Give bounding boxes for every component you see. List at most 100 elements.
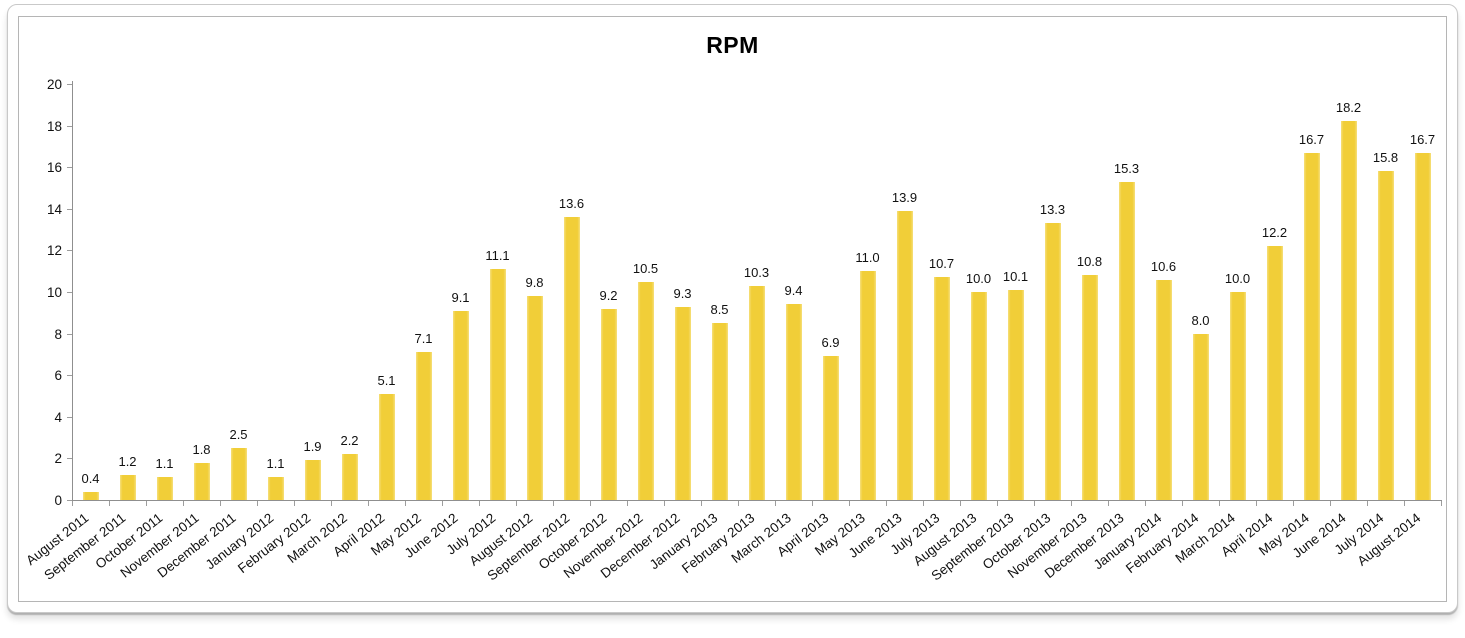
bar: [193, 462, 210, 500]
x-tick: [923, 501, 924, 506]
slide-frame: RPM 0 2 4 6 8 10 12 14 16 18 20 0.4 August 2011 1.2 Se…: [7, 4, 1458, 613]
bar-value-label: 8.5: [710, 302, 729, 318]
y-axis-label: 16: [46, 160, 62, 176]
bar-value-label: 9.3: [673, 285, 692, 301]
y-tick: [67, 416, 72, 418]
bar-value-label: 9.2: [599, 287, 618, 303]
y-tick: [67, 292, 72, 293]
bar-value-label: 6.9: [821, 335, 840, 351]
bar-value-label: 18.2: [1335, 100, 1362, 116]
bar: [970, 292, 987, 500]
bar-value-label: 13.6: [558, 196, 585, 212]
bar: [674, 306, 691, 500]
bar: [378, 393, 395, 500]
y-axis-label: 20: [46, 77, 62, 92]
bar: [1414, 152, 1431, 500]
bar-value-label: 10.6: [1150, 258, 1177, 274]
bar: [1155, 279, 1172, 500]
y-axis-label: 18: [46, 118, 62, 134]
x-tick: [368, 501, 369, 506]
y-axis-label: 14: [46, 201, 62, 217]
x-tick: [1441, 501, 1442, 506]
bar: [822, 356, 839, 500]
x-tick: [146, 501, 147, 506]
bar: [1192, 333, 1209, 500]
bar: [1118, 181, 1135, 500]
bar-value-label: 16.7: [1409, 131, 1436, 147]
bar: [785, 304, 802, 500]
x-tick: [701, 501, 702, 506]
rpm-bar-chart: RPM 0 2 4 6 8 10 12 14 16 18 20 0.4 August 2011 1.2 Se…: [18, 16, 1447, 602]
bar-value-label: 16.7: [1298, 131, 1325, 147]
x-tick: [664, 501, 665, 506]
y-axis-label: 8: [54, 326, 62, 342]
bar-value-label: 10.3: [743, 264, 770, 280]
y-tick: [67, 167, 72, 169]
y-tick: [67, 375, 72, 377]
x-tick: [590, 501, 591, 506]
bar: [637, 281, 654, 500]
x-tick: [960, 501, 961, 506]
x-tick: [72, 501, 73, 506]
bar-value-label: 13.3: [1039, 202, 1066, 218]
y-tick: [67, 333, 72, 335]
bar-value-label: 10.5: [632, 260, 659, 276]
bar-value-label: 2.2: [340, 433, 359, 449]
y-axis-label: 4: [54, 409, 62, 425]
x-tick: [1034, 501, 1035, 506]
bar-value-label: 10.0: [1224, 271, 1251, 286]
bar-value-label: 8.0: [1191, 312, 1210, 328]
bar: [859, 271, 876, 500]
bar-value-label: 12.2: [1261, 225, 1288, 241]
bar: [119, 475, 136, 500]
x-tick: [812, 501, 813, 506]
bar: [1266, 246, 1283, 500]
y-axis-label: 2: [54, 451, 62, 467]
bar-value-label: 10.8: [1076, 254, 1103, 270]
bar: [1007, 289, 1024, 500]
x-tick: [220, 501, 221, 506]
bar-value-label: 0.4: [81, 470, 100, 486]
x-tick: [183, 501, 184, 506]
y-axis-label: 0: [54, 493, 62, 508]
bar: [415, 352, 432, 500]
bar-value-label: 9.4: [784, 283, 803, 299]
bar: [1377, 171, 1394, 500]
bar: [82, 491, 99, 500]
y-axis-label: 6: [54, 368, 62, 384]
bar: [341, 454, 358, 500]
y-axis-label: 10: [46, 285, 62, 300]
bar: [748, 285, 765, 500]
bar-value-label: 1.1: [266, 456, 285, 472]
bar: [711, 323, 728, 500]
x-tick: [516, 501, 517, 506]
bar-value-label: 9.1: [451, 289, 470, 305]
bar-value-label: 9.8: [525, 275, 544, 291]
bar-value-label: 7.1: [414, 331, 433, 347]
bar: [156, 477, 173, 500]
x-tick: [1108, 501, 1109, 506]
bar: [1044, 223, 1061, 500]
bar: [600, 308, 617, 500]
x-tick: [1256, 501, 1257, 506]
x-tick: [1367, 501, 1368, 506]
x-tick: [257, 501, 258, 506]
x-tick: [1330, 501, 1331, 506]
bar: [1081, 275, 1098, 500]
chart-title: RPM: [706, 32, 759, 58]
y-tick: [67, 500, 72, 501]
x-tick: [553, 501, 554, 506]
bar: [1303, 152, 1320, 500]
bar: [304, 460, 321, 500]
y-tick: [67, 125, 72, 127]
x-tick: [442, 501, 443, 506]
x-tick: [1071, 501, 1072, 506]
bar-value-label: 10.0: [965, 271, 992, 286]
x-tick: [775, 501, 776, 506]
bar: [452, 310, 469, 500]
x-tick: [849, 501, 850, 506]
x-tick: [1219, 501, 1220, 506]
bar-value-label: 13.9: [891, 189, 918, 205]
y-axis-label: 12: [46, 243, 62, 259]
bar-value-label: 15.8: [1372, 150, 1399, 166]
